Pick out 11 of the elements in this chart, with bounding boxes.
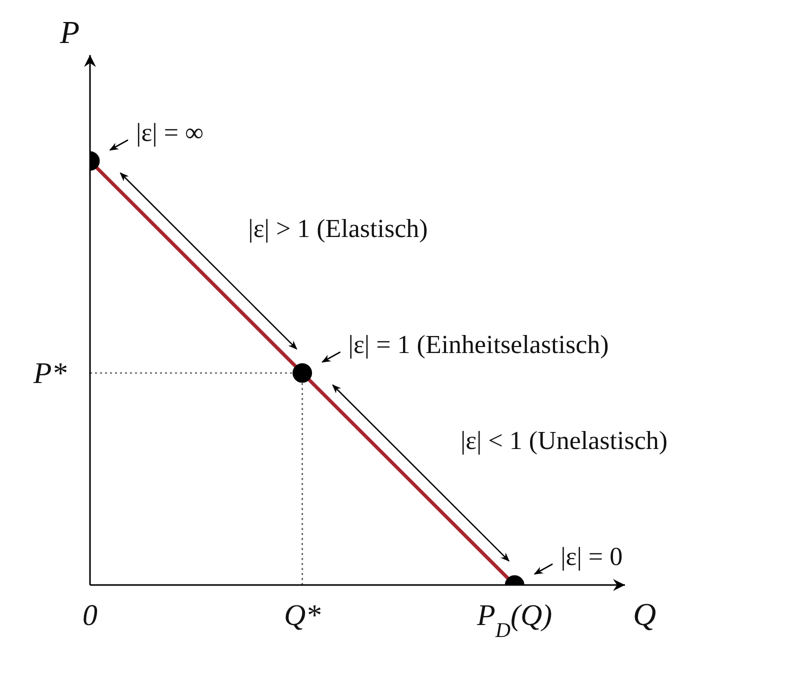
annotation: |ε| = 1 (Einheitselastisch) xyxy=(348,330,609,359)
ref-line-label: P* xyxy=(32,357,67,390)
annotation: |ε| = 0 xyxy=(560,542,623,571)
x-axis-title: Q xyxy=(633,596,656,632)
x-tick-label: 0 xyxy=(82,599,98,632)
x-tick-label: P$_{D}$(Q) xyxy=(476,599,552,642)
x-tick-label: Q* xyxy=(284,599,321,632)
y-axis-title: P xyxy=(59,14,80,50)
annotation: |ε| = ∞ xyxy=(136,118,204,147)
annotation: |ε| < 1 (Unelastisch) xyxy=(460,426,668,455)
annotation: |ε| > 1 (Elastisch) xyxy=(248,214,428,243)
